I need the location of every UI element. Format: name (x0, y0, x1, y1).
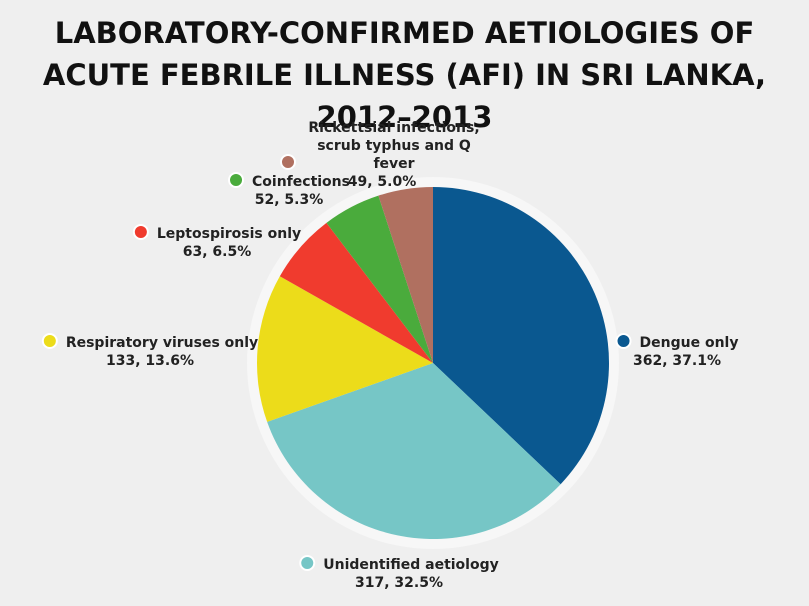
label-name-row: Coinfections (228, 172, 350, 191)
label-name-row: Leptospirosis only (132, 224, 302, 243)
label-name-row: Respiratory viruses only (41, 333, 259, 352)
pie-slice (433, 187, 610, 485)
label-name-row: Unidentified aetiology (299, 555, 499, 574)
legend-dot (615, 333, 632, 349)
category-name: Unidentified aetiology (323, 557, 499, 573)
value-label: 362, 37.1% (632, 353, 721, 369)
pie-slice (267, 363, 561, 540)
slice-label: Leptospirosis only 63, 6.5% (132, 224, 302, 261)
pie-slice (279, 222, 433, 363)
pie-slice (257, 276, 433, 422)
pie-slice (326, 195, 433, 363)
slice-label: Respiratory viruses only 133, 13.6% (41, 333, 259, 370)
value-label: 133, 13.6% (106, 353, 194, 369)
pie-slice (378, 187, 433, 363)
label-name-row: Dengue only (615, 333, 739, 352)
chart-title: LABORATORY-CONFIRMED AETIOLOGIES OF ACUT… (42, 16, 767, 134)
label-name-row: Rickettsial infections, scrub typhus and… (280, 119, 484, 173)
value-label: 63, 6.5% (182, 244, 252, 260)
slice-label: Unidentified aetiology 317, 32.5% (299, 555, 499, 592)
category-name: Leptospirosis only (156, 226, 302, 242)
slice-label: Coinfections 52, 5.3% (228, 172, 350, 209)
legend-dot (299, 555, 316, 571)
slice-label: Dengue only 362, 37.1% (615, 333, 739, 370)
category-name: Coinfections (252, 174, 350, 190)
legend-dot (132, 224, 149, 240)
legend-dot (41, 333, 58, 349)
legend-dot (280, 154, 296, 170)
category-name: Respiratory viruses only (65, 335, 259, 351)
value-label: 317, 32.5% (355, 575, 443, 591)
title-box: LABORATORY-CONFIRMED AETIOLOGIES OF ACUT… (0, 12, 809, 138)
legend-dot (228, 172, 245, 188)
value-label: 49, 5.0% (347, 174, 417, 190)
category-name: Rickettsial infections, scrub typhus and… (308, 120, 480, 172)
value-label: 52, 5.3% (254, 192, 324, 208)
slice-label: Rickettsial infections, scrub typhus and… (280, 119, 484, 191)
category-name: Dengue only (639, 335, 739, 351)
